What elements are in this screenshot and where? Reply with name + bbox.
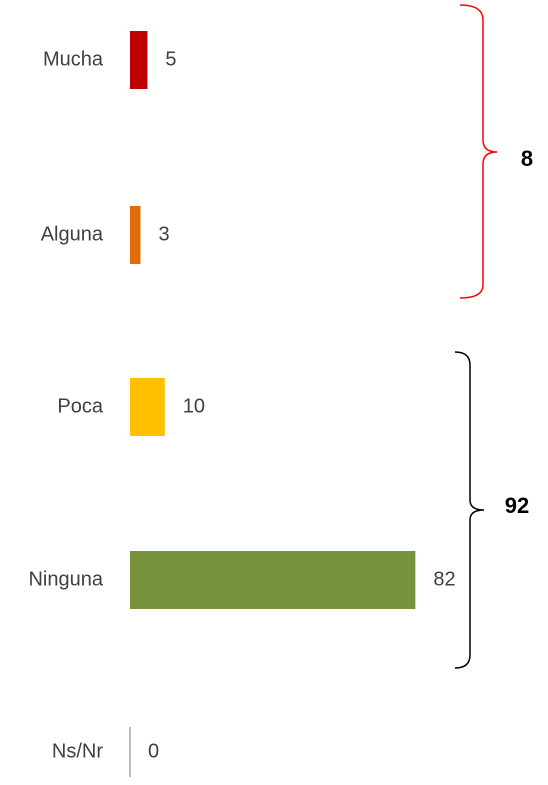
annotation: 8: [521, 146, 533, 171]
value-label: 0: [148, 740, 159, 762]
bar: [130, 206, 141, 264]
annotation: 92: [505, 493, 529, 518]
category-label: Mucha: [43, 48, 104, 70]
category-label: Poca: [57, 395, 103, 417]
bar: [130, 378, 165, 436]
bracket: [454, 351, 485, 669]
category-label: Ns/Nr: [52, 740, 103, 762]
value-label: 5: [165, 48, 176, 70]
bar: [130, 551, 416, 609]
value-label: 82: [433, 568, 455, 590]
category-label: Alguna: [41, 223, 104, 245]
value-label: 10: [183, 395, 205, 417]
value-label: 3: [158, 223, 169, 245]
category-label: Ninguna: [28, 568, 103, 590]
bar: [130, 31, 148, 89]
bracket: [459, 4, 498, 299]
